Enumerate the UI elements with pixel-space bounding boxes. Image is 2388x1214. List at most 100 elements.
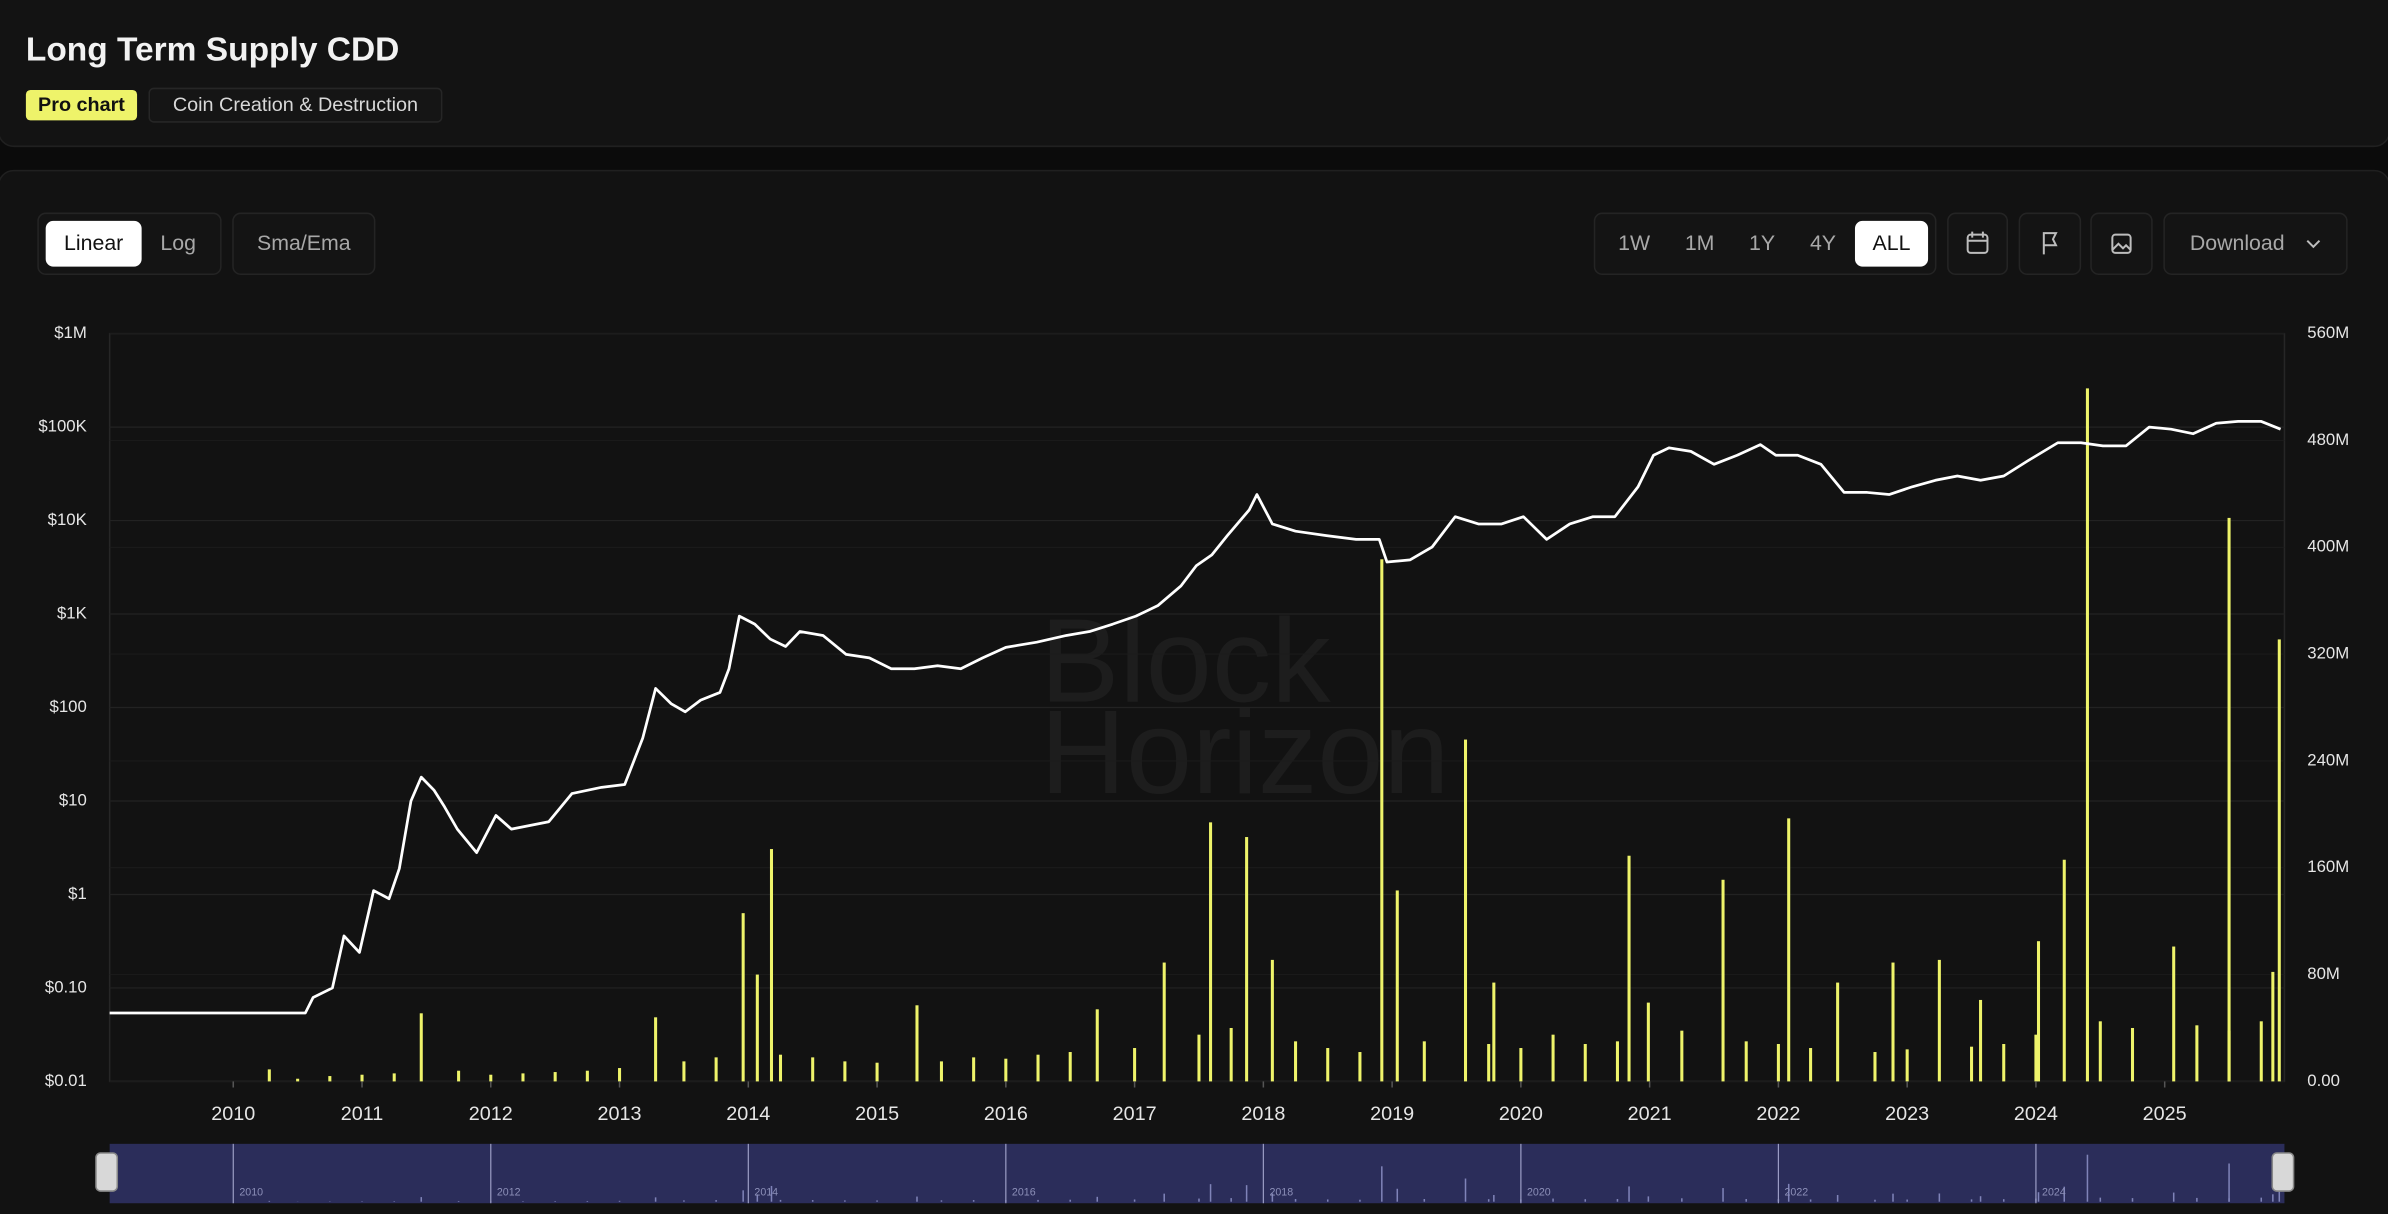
grid bbox=[109, 333, 2285, 1083]
range-1y[interactable]: 1Y bbox=[1749, 231, 1775, 255]
page-title: Long Term Supply CDD bbox=[26, 32, 399, 69]
bar bbox=[328, 1076, 332, 1082]
range-1m[interactable]: 1M bbox=[1685, 231, 1715, 255]
sma-button[interactable] bbox=[232, 212, 376, 275]
bar bbox=[2062, 859, 2066, 1082]
bar bbox=[1095, 1009, 1099, 1082]
y2-tick-label: 560M bbox=[2307, 323, 2349, 342]
bar bbox=[1809, 1048, 1813, 1082]
navigator-bar bbox=[1209, 1184, 1212, 1202]
range-all: ALL bbox=[1873, 231, 1911, 255]
bar bbox=[1395, 890, 1399, 1082]
bar bbox=[1627, 855, 1631, 1082]
log-button[interactable]: Log bbox=[160, 231, 196, 255]
range-group bbox=[1593, 212, 1937, 275]
bar bbox=[1551, 1034, 1555, 1082]
navigator-bar bbox=[940, 1200, 943, 1202]
range-4y[interactable]: 4Y bbox=[1810, 231, 1836, 255]
navigator-bar bbox=[1745, 1198, 1747, 1202]
navigator-bar bbox=[683, 1200, 685, 1202]
navigator-bar bbox=[268, 1200, 271, 1202]
bar bbox=[1646, 1002, 1650, 1082]
bar bbox=[553, 1072, 557, 1082]
bar bbox=[1133, 1048, 1137, 1082]
x-tick-label: 2020 bbox=[1499, 1103, 1543, 1125]
bar bbox=[419, 1013, 423, 1082]
navigator-bar bbox=[457, 1200, 460, 1202]
navigator-bar bbox=[2099, 1197, 2102, 1202]
y2-tick-label: 160M bbox=[2307, 857, 2349, 876]
bar bbox=[267, 1069, 271, 1082]
category-chip[interactable] bbox=[148, 87, 443, 123]
bar bbox=[769, 849, 774, 1082]
navigator-label: 2010 bbox=[239, 1186, 263, 1198]
navigator-bar bbox=[522, 1201, 524, 1202]
navigator-bar bbox=[2037, 1192, 2040, 1202]
navigator-bar bbox=[2086, 1154, 2089, 1202]
navigator-bar bbox=[1552, 1198, 1554, 1202]
bar bbox=[1004, 1058, 1008, 1082]
bar bbox=[1937, 959, 1941, 1082]
bar bbox=[1836, 982, 1840, 1082]
navigator-bar bbox=[2172, 1192, 2175, 1202]
y2-tick-label: 320M bbox=[2307, 644, 2349, 663]
navigator-bar bbox=[1326, 1199, 1329, 1202]
navigator-bar bbox=[586, 1200, 589, 1202]
navigator-bar bbox=[1628, 1186, 1630, 1202]
x-tick-label: 2021 bbox=[1628, 1103, 1672, 1125]
navigator-bar bbox=[1396, 1188, 1399, 1202]
x-tick-label: 2015 bbox=[855, 1103, 899, 1125]
x-tick-label: 2018 bbox=[1241, 1103, 1285, 1125]
y-tick-label: $10 bbox=[59, 790, 87, 809]
line bbox=[109, 420, 2282, 1015]
navigator-bar bbox=[715, 1200, 717, 1202]
linear-label: Linear bbox=[64, 231, 123, 255]
bar bbox=[714, 1057, 718, 1082]
axes: $0.01 $0.10 $1 $10 $100 $1K $10K $100K $1M 0.00 80… bbox=[38, 323, 2349, 1125]
range-all-button[interactable] bbox=[1854, 220, 1929, 267]
calendar-button[interactable] bbox=[1947, 212, 2009, 275]
navigator-bar bbox=[2002, 1199, 2005, 1202]
navigator[interactable] bbox=[109, 1143, 2285, 1204]
x-tick-label: 2022 bbox=[1756, 1103, 1800, 1125]
bar bbox=[585, 1070, 589, 1082]
x-tick-label: 2016 bbox=[984, 1103, 1028, 1125]
bar bbox=[843, 1061, 847, 1082]
bar bbox=[654, 1017, 658, 1082]
bar bbox=[1380, 559, 1384, 1082]
navigator-label: 2012 bbox=[497, 1186, 521, 1198]
navigator-handle[interactable] bbox=[95, 1152, 119, 1192]
bar bbox=[1358, 1052, 1362, 1082]
bar bbox=[2085, 388, 2089, 1082]
navigator-handle[interactable] bbox=[2271, 1152, 2295, 1192]
bar bbox=[1979, 999, 1983, 1082]
bar bbox=[1891, 962, 1895, 1082]
navigator-bar bbox=[1584, 1199, 1587, 1202]
watermark: Horizon bbox=[1040, 686, 1449, 819]
bar bbox=[1776, 1044, 1780, 1082]
download-button[interactable] bbox=[2163, 212, 2348, 275]
range-1w[interactable]: 1W bbox=[1618, 231, 1651, 255]
bar bbox=[741, 913, 745, 1082]
bar bbox=[521, 1073, 525, 1082]
image-icon bbox=[2111, 233, 2132, 254]
y-tick-label: $1 bbox=[68, 884, 87, 903]
navigator-bar bbox=[1906, 1199, 1908, 1202]
navigator-bar bbox=[1647, 1196, 1650, 1202]
sma-label: Sma/Ema bbox=[257, 231, 351, 255]
y-tick-label: $0.10 bbox=[45, 977, 87, 996]
bar bbox=[1492, 982, 1496, 1082]
bar bbox=[1873, 1052, 1877, 1082]
linear-button[interactable] bbox=[45, 220, 142, 267]
bar bbox=[1487, 1044, 1491, 1082]
navigator-bar bbox=[1722, 1188, 1724, 1202]
flag-button[interactable] bbox=[2018, 212, 2082, 275]
bar bbox=[1519, 1048, 1523, 1082]
bar bbox=[1905, 1049, 1909, 1082]
navigator-bar bbox=[2228, 1163, 2230, 1202]
bar bbox=[489, 1074, 493, 1082]
bar bbox=[1162, 962, 1166, 1082]
image-button[interactable] bbox=[2090, 212, 2153, 275]
